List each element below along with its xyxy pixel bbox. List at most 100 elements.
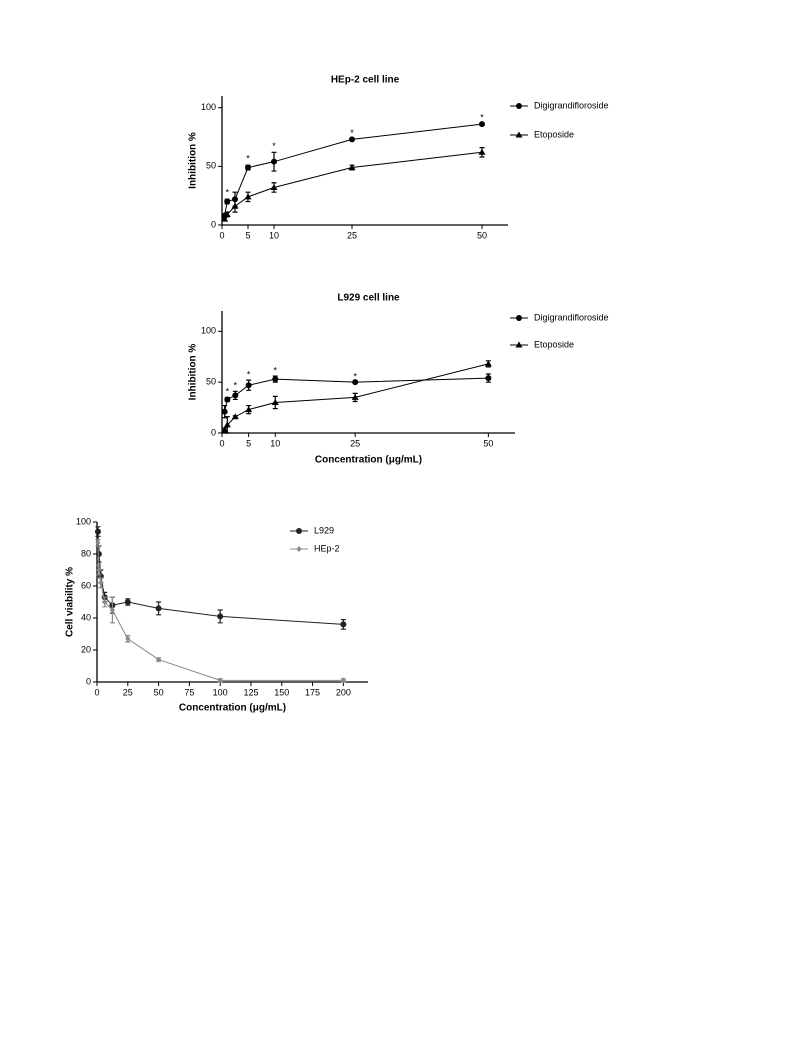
point xyxy=(340,621,347,628)
point xyxy=(223,421,231,428)
x-tick-label: 50 xyxy=(477,230,487,240)
x-tick-label: 25 xyxy=(350,438,360,448)
y-tick-label: 50 xyxy=(206,377,216,387)
point xyxy=(245,406,253,413)
x-tick-label: 175 xyxy=(305,687,320,697)
point xyxy=(351,393,359,400)
annotation: * xyxy=(274,365,278,375)
point xyxy=(96,567,102,573)
x-tick-label: 0 xyxy=(94,687,99,697)
y-axis-label: Cell viability % xyxy=(65,567,76,637)
point xyxy=(125,635,131,642)
x-tick-label: 150 xyxy=(274,687,289,697)
x-tick-label: 10 xyxy=(269,230,279,240)
x-tick-label: 0 xyxy=(219,438,224,448)
point xyxy=(124,599,131,605)
legend-marker xyxy=(296,528,302,534)
y-tick-label: 100 xyxy=(201,102,216,112)
x-tick-label: 10 xyxy=(270,438,280,448)
y-axis-label: Inhibition % xyxy=(188,132,199,189)
x-tick-label: 25 xyxy=(347,230,357,240)
point xyxy=(102,599,108,605)
annotation: * xyxy=(226,387,230,397)
point xyxy=(109,607,115,613)
point xyxy=(348,164,356,171)
y-tick-label: 0 xyxy=(211,427,216,437)
point xyxy=(221,215,229,222)
point xyxy=(95,551,102,557)
point xyxy=(95,539,101,546)
x-tick-label: 5 xyxy=(246,438,251,448)
y-tick-label: 100 xyxy=(76,516,91,526)
point xyxy=(271,158,277,165)
y-tick-label: 0 xyxy=(211,219,216,229)
chart-title: HEp-2 cell line xyxy=(331,75,400,86)
annotation: * xyxy=(272,141,276,151)
point xyxy=(217,677,223,684)
annotation: * xyxy=(247,369,251,379)
point xyxy=(271,399,279,405)
annotation: * xyxy=(480,113,484,123)
point xyxy=(484,360,492,367)
point xyxy=(231,413,239,420)
point xyxy=(156,656,162,663)
point xyxy=(485,375,492,382)
point xyxy=(224,396,231,403)
y-tick-label: 100 xyxy=(201,326,216,336)
series-line xyxy=(224,151,483,220)
point xyxy=(98,579,104,586)
x-axis-label: Concentration (μg/mL) xyxy=(315,455,422,466)
point xyxy=(270,183,278,190)
point xyxy=(340,677,346,684)
x-axis-label: Concentration (μg/mL) xyxy=(179,703,286,714)
x-tick-label: 50 xyxy=(154,687,164,697)
y-tick-label: 60 xyxy=(81,580,91,590)
point xyxy=(221,426,229,433)
point xyxy=(155,605,162,612)
annotation: * xyxy=(234,381,238,391)
x-tick-label: 50 xyxy=(483,438,493,448)
point xyxy=(245,164,251,171)
point xyxy=(478,148,486,155)
point xyxy=(223,210,231,217)
annotation: * xyxy=(350,128,354,138)
legend-marker xyxy=(296,546,302,552)
point xyxy=(245,382,252,389)
y-tick-label: 80 xyxy=(81,548,91,558)
x-tick-label: 0 xyxy=(219,230,224,240)
x-tick-label: 200 xyxy=(336,687,351,697)
y-tick-label: 40 xyxy=(81,612,91,622)
point xyxy=(244,193,252,200)
legend-marker xyxy=(515,341,523,348)
point xyxy=(231,202,239,209)
legend-label: Etoposide xyxy=(534,129,574,139)
point xyxy=(224,198,231,205)
point xyxy=(349,136,355,143)
point xyxy=(94,528,101,535)
x-tick-label: 25 xyxy=(123,687,133,697)
legend-marker xyxy=(516,315,522,321)
x-tick-label: 75 xyxy=(184,687,194,697)
chart-title: L929 cell line xyxy=(337,293,400,304)
x-tick-label: 125 xyxy=(243,687,258,697)
annotation: * xyxy=(225,188,229,198)
y-axis-label: Inhibition % xyxy=(188,344,199,401)
point xyxy=(232,392,239,399)
x-tick-label: 5 xyxy=(245,230,250,240)
legend-label: Digigrandifloroside xyxy=(534,312,609,322)
y-tick-label: 20 xyxy=(81,644,91,654)
legend-label: Etoposide xyxy=(534,339,574,349)
y-tick-label: 50 xyxy=(206,161,216,171)
x-tick-label: 100 xyxy=(213,687,228,697)
annotation: * xyxy=(353,371,357,381)
point xyxy=(479,121,485,128)
legend-label: Digigrandifloroside xyxy=(534,100,609,110)
point xyxy=(217,613,224,620)
y-tick-label: 0 xyxy=(86,676,91,686)
legend-label: HEp-2 xyxy=(314,543,340,553)
point xyxy=(352,379,359,386)
annotation: * xyxy=(246,154,250,164)
point xyxy=(221,408,228,415)
